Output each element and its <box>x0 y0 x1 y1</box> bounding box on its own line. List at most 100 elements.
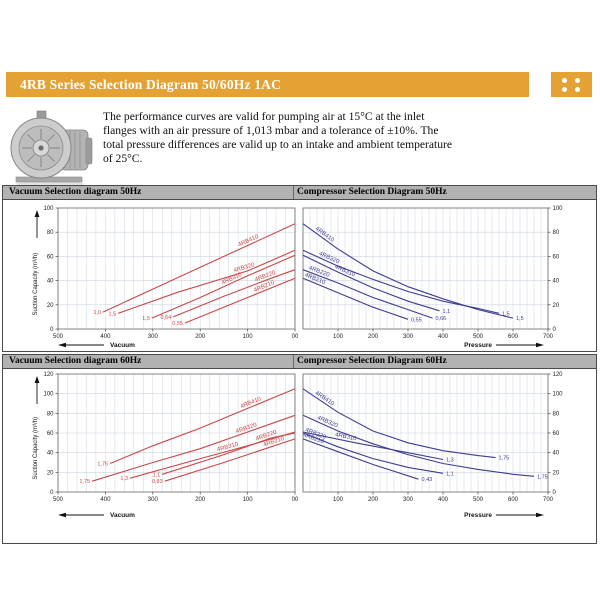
power-label: 0,55 <box>411 317 422 323</box>
y-tick-label: 80 <box>553 411 560 417</box>
series-line-4RB210 <box>164 438 296 482</box>
series-line-4RB410 <box>302 388 496 459</box>
power-label: 0,83 <box>152 479 163 485</box>
series-line-4RB410 <box>102 223 296 313</box>
power-label: 1,75 <box>79 479 90 485</box>
power-label: 0,43 <box>422 477 433 483</box>
y-tick-label: 60 <box>553 431 560 437</box>
x-tick-label: 500 <box>473 497 484 503</box>
x-tick-label: 400 <box>100 497 111 503</box>
y-tick-label: 40 <box>47 451 54 457</box>
y-tick-label: 120 <box>553 372 564 378</box>
x-tick-label: 300 <box>403 497 414 503</box>
power-label: 0,55 <box>172 321 183 327</box>
series-line-4RB320 <box>302 249 500 314</box>
y-tick-label: 40 <box>553 279 560 285</box>
series-line-4RB410 <box>302 223 514 319</box>
series-line-4RB220 <box>302 269 433 319</box>
vacuum-60hz-title: Vacuum Selection diagram 60Hz <box>9 356 142 366</box>
series-line-4RB220 <box>162 432 296 475</box>
x-tick-label: 100 <box>243 497 254 503</box>
x-axis-title: Pressure <box>464 342 492 349</box>
y-tick-label: 60 <box>47 431 54 437</box>
chart-compressor-50hz: 100 200 300 400 500 600 7000204060801004RB4101… <box>302 206 564 349</box>
section-50hz-header: Vacuum Selection diagram 50Hz Compressor… <box>3 186 596 200</box>
x-tick-label: 200 <box>368 497 379 503</box>
y-tick-label: 80 <box>47 230 54 236</box>
dot-icon <box>562 87 567 92</box>
y-tick-label: 20 <box>47 303 54 309</box>
x-tick-label: 300 <box>148 497 159 503</box>
x-tick-label: 100 <box>333 497 344 503</box>
chart-vacuum-50hz: 500 400 300 200 100 000204060801004RB4101,04R… <box>33 206 298 349</box>
power-label: 1,3 <box>446 458 454 464</box>
intro-paragraph: The performance curves are valid for pum… <box>103 110 453 165</box>
y-tick-label: 100 <box>553 206 564 212</box>
series-line-4RB320 <box>302 414 535 477</box>
series-line-4RB320 <box>118 249 296 314</box>
y-tick-label: 80 <box>47 411 54 417</box>
section-60hz-header: Vacuum Selection diagram 60Hz Compressor… <box>3 355 596 369</box>
x-tick-label: 200 <box>195 334 206 340</box>
x-tick-label: 00 <box>292 334 298 340</box>
series-line-4RB310 <box>151 254 296 319</box>
power-label: 1,75 <box>97 462 108 468</box>
y-tick-label: 20 <box>47 470 54 476</box>
power-label: 1,5 <box>502 311 510 317</box>
x-tick-label: 700 <box>543 334 554 340</box>
compressor-50hz-title: Compressor Selection Diagram 50Hz <box>297 187 447 197</box>
y-tick-label: 20 <box>553 470 560 476</box>
y-tick-label: 40 <box>47 279 54 285</box>
series-line-4RB310 <box>302 431 444 461</box>
y-tick-label: 20 <box>553 303 560 309</box>
x-tick-label: 500 <box>473 334 484 340</box>
series-line-4RB210 <box>302 277 409 320</box>
series-line-4RB410 <box>109 388 296 465</box>
x-tick-label: 400 <box>100 334 111 340</box>
x-tick-label: 100 <box>333 334 344 340</box>
y-tick-label: 0 <box>553 490 557 496</box>
y-tick-label: 100 <box>553 392 564 398</box>
chart-compressor-60hz: 100 200 300 400 500 600 7000204060801001204RB4… <box>302 372 564 519</box>
x-axis-title: Pressure <box>464 512 492 519</box>
series-line-4RB220 <box>302 432 444 474</box>
dot-icon <box>562 78 567 83</box>
power-label: 1,0 <box>93 310 101 316</box>
power-label: 0,64 <box>160 315 171 321</box>
x-axis-title: Vacuum <box>110 342 135 349</box>
x-tick-label: 200 <box>368 334 379 340</box>
header-divider <box>293 355 294 368</box>
y-tick-label: 60 <box>47 254 54 260</box>
x-tick-label: 100 <box>243 334 254 340</box>
dots-badge <box>551 72 592 97</box>
power-label: 1,1 <box>443 309 451 315</box>
y-tick-label: 120 <box>43 372 54 378</box>
page-title: 4RB Series Selection Diagram 50/60Hz 1AC <box>20 77 282 92</box>
x-tick-label: 700 <box>543 497 554 503</box>
power-label: 1,75 <box>537 474 548 480</box>
series-line-4RB320 <box>91 414 296 482</box>
y-axis-title: Suction Capacity (m³/h) <box>33 417 39 480</box>
series-label: 4RB310 <box>216 442 239 454</box>
blower-photo <box>10 110 93 188</box>
power-label: 1,3 <box>120 476 128 482</box>
y-tick-label: 40 <box>553 451 560 457</box>
power-label: 0,66 <box>436 316 447 322</box>
power-label: 1,5 <box>142 316 150 322</box>
y-tick-label: 0 <box>553 327 557 333</box>
series-line-4RB220 <box>172 269 296 318</box>
x-tick-label: 300 <box>148 334 159 340</box>
series-line-4RB310 <box>129 431 296 479</box>
power-label: 1,5 <box>516 316 524 322</box>
y-tick-label: 100 <box>43 392 54 398</box>
y-tick-label: 0 <box>50 327 54 333</box>
dot-icon <box>575 78 580 83</box>
header-divider <box>293 186 294 199</box>
y-tick-label: 60 <box>553 254 560 260</box>
x-tick-label: 300 <box>403 334 414 340</box>
x-tick-label: 500 <box>53 497 64 503</box>
x-axis-title: Vacuum <box>110 512 135 519</box>
y-tick-label: 100 <box>43 206 54 212</box>
y-axis-title: Suction Capacity (m³/h) <box>33 253 39 316</box>
